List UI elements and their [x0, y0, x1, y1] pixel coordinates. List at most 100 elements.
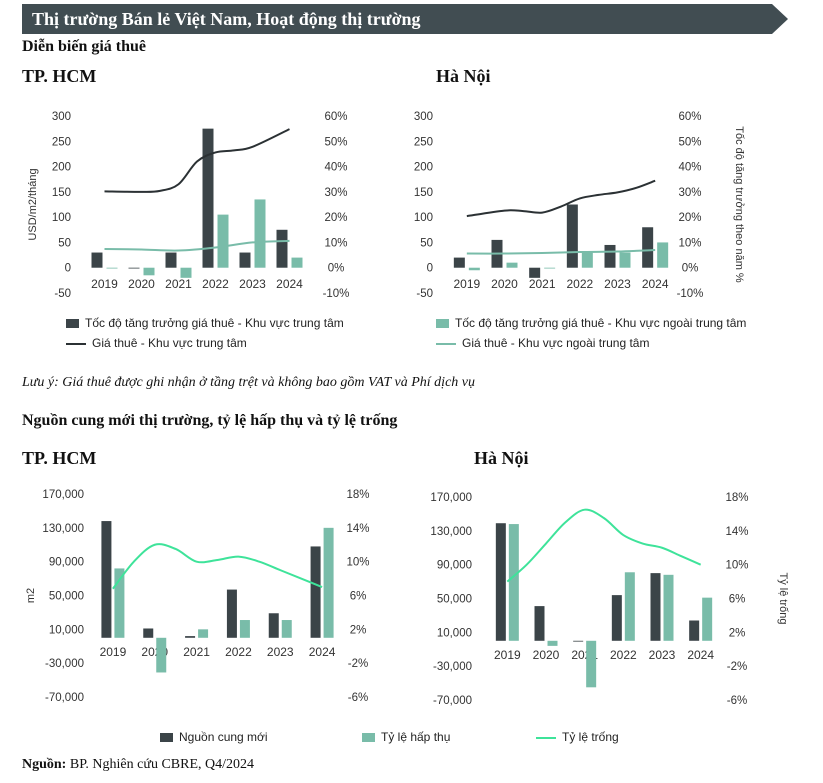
legend-vacancy: Tỷ lệ trống: [536, 730, 619, 744]
x-tick-label: 2023: [267, 645, 294, 659]
y2-tick-label: 60%: [324, 111, 347, 123]
y-tick-label: -50: [416, 288, 433, 300]
y-tick-label: 130,000: [430, 526, 472, 538]
legend-label: Tốc độ tăng trưởng giá thuê - Khu vực tr…: [85, 316, 344, 330]
bar: [91, 252, 103, 268]
y-axis-label: m2: [25, 588, 37, 603]
series-line: [466, 249, 656, 255]
legend-bar-noncentral: Tốc độ tăng trưởng giá thuê - Khu vực ng…: [436, 316, 746, 330]
legend-line-noncentral: Giá thuê - Khu vực ngoài trung tâm: [436, 336, 649, 350]
y2-tick-label: 10%: [324, 237, 347, 249]
bar: [534, 606, 545, 641]
city-title-hcm-supply: TP. HCM: [22, 448, 97, 468]
legend-bar-central: Tốc độ tăng trưởng giá thuê - Khu vực tr…: [66, 316, 344, 330]
bar: [468, 267, 480, 271]
section-title-supply: Nguồn cung mới thị trường, tỷ lệ hấp thụ…: [22, 412, 398, 429]
x-tick-label: 2024: [687, 648, 714, 662]
y2-tick-label: 60%: [678, 111, 701, 123]
x-tick-label: 2020: [533, 648, 560, 662]
bar: [268, 613, 279, 638]
y-tick-label: 90,000: [437, 560, 472, 572]
bar: [508, 524, 519, 641]
y-tick-label: 10,000: [49, 624, 84, 636]
source-text: BP. Nghiên cứu CBRE, Q4/2024: [69, 757, 255, 772]
header-bar: Thị trường Bán lẻ Việt Nam, Hoạt động th…: [22, 4, 788, 34]
bar: [663, 574, 674, 641]
series-line: [506, 508, 702, 583]
x-tick-label: 2024: [276, 277, 303, 291]
x-tick-label: 2023: [649, 648, 676, 662]
y2-tick-label: 40%: [324, 162, 347, 174]
bar: [128, 267, 140, 269]
x-tick-label: 2023: [239, 277, 266, 291]
y2-tick-label: 50%: [678, 136, 701, 148]
x-tick-label: 2022: [610, 648, 637, 662]
bar: [566, 204, 578, 268]
bar: [573, 640, 584, 642]
y-tick-label: 90,000: [49, 557, 84, 569]
bar: [624, 572, 635, 641]
y2-tick-label: 0%: [682, 263, 699, 275]
y-tick-label: 150: [52, 187, 71, 199]
bar: [611, 595, 622, 641]
y2-tick-label: 50%: [324, 136, 347, 148]
bar: [276, 229, 288, 268]
bar: [156, 637, 167, 673]
y2-axis-label: Tỷ lệ trống: [777, 573, 789, 625]
y2-tick-label: -6%: [727, 695, 747, 707]
y2-tick-label: -10%: [677, 288, 704, 300]
bar: [165, 252, 177, 268]
bar: [650, 573, 661, 641]
bar: [180, 267, 192, 278]
bar: [226, 589, 237, 638]
x-tick-label: 2019: [494, 648, 521, 662]
x-tick-label: 2019: [91, 277, 118, 291]
x-tick-label: 2021: [571, 648, 598, 662]
y2-tick-label: 10%: [346, 557, 369, 569]
bar: [198, 629, 209, 638]
legend-label: Tốc độ tăng trưởng giá thuê - Khu vực ng…: [455, 316, 747, 330]
bar: [291, 257, 303, 268]
bar: [702, 597, 713, 641]
bar: [642, 227, 654, 268]
bar: [529, 267, 541, 278]
bar: [619, 252, 631, 268]
y2-tick-label: 10%: [725, 560, 748, 572]
legend-label: Tỷ lệ trống: [562, 730, 619, 744]
y2-tick-label: 20%: [678, 212, 701, 224]
x-tick-label: 2020: [128, 277, 155, 291]
bar: [657, 242, 669, 268]
bar: [217, 214, 229, 268]
legend-label: Giá thuê - Khu vực trung tâm: [92, 336, 247, 350]
y-tick-label: 50,000: [437, 594, 472, 606]
series-line: [104, 239, 290, 252]
x-tick-label: 2019: [453, 277, 480, 291]
bar: [106, 267, 118, 269]
y-tick-label: 200: [414, 162, 433, 174]
legend-swatch-teal-line: [436, 342, 456, 345]
x-tick-label: 2021: [529, 277, 556, 291]
y-tick-label: -30,000: [45, 658, 84, 670]
bar: [453, 257, 465, 268]
y2-tick-label: 2%: [350, 624, 367, 636]
series-line: [112, 543, 323, 590]
y2-tick-label: -10%: [323, 288, 350, 300]
y-tick-label: 170,000: [430, 492, 472, 504]
bar: [604, 244, 616, 268]
y-tick-label: 300: [414, 111, 433, 123]
y2-tick-label: -2%: [727, 661, 747, 673]
y-tick-label: 50: [58, 237, 71, 249]
rent-note: Lưu ý: Giá thuê được ghi nhận ở tầng trệ…: [22, 375, 476, 390]
legend-swatch-dark-line: [66, 342, 86, 345]
source-line: Nguồn: BP. Nghiên cứu CBRE, Q4/2024: [22, 757, 254, 773]
y-tick-label: 0: [65, 263, 71, 275]
bar: [143, 267, 155, 276]
bar: [281, 620, 292, 638]
y-tick-label: 130,000: [42, 523, 84, 535]
legend-label: Giá thuê - Khu vực ngoài trung tâm: [462, 336, 650, 350]
y-tick-label: -70,000: [433, 695, 472, 707]
y-tick-label: -30,000: [433, 661, 472, 673]
legend-swatch-dark-bar: [66, 319, 79, 329]
